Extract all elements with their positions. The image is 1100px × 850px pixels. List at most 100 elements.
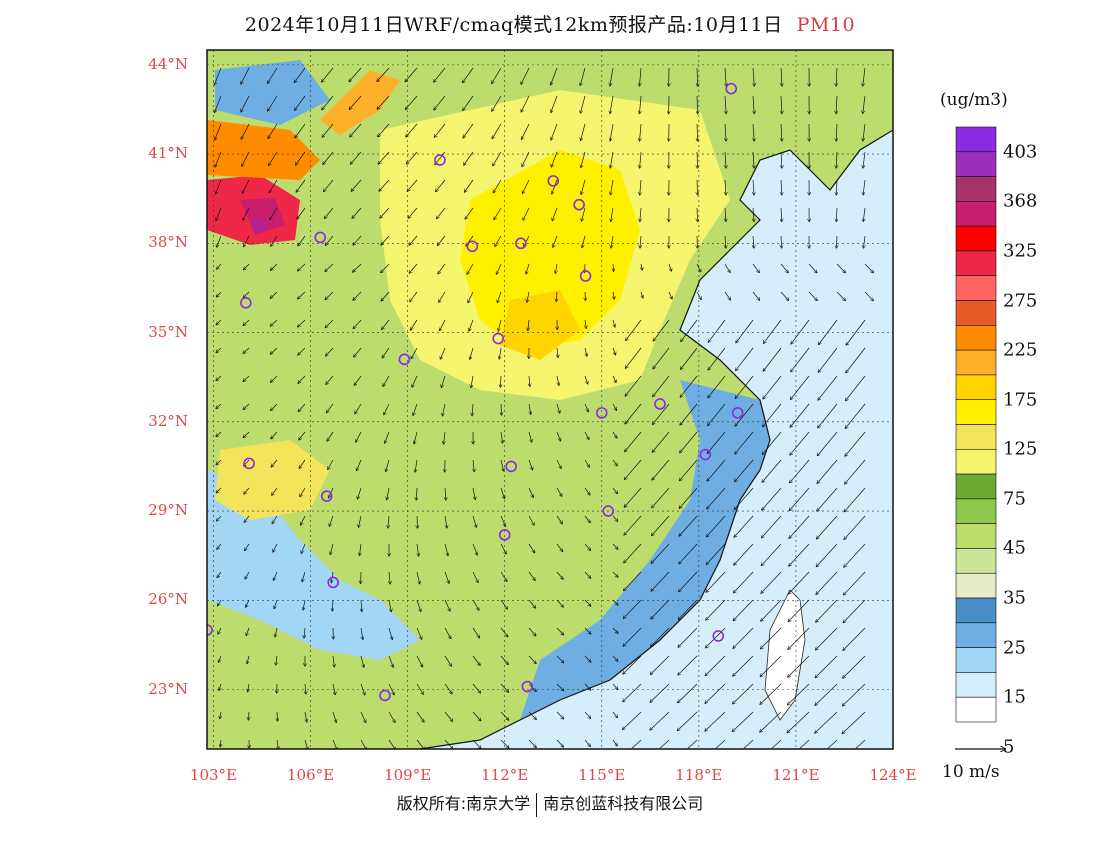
latitude-label: 26°N [148,590,188,609]
wind-arrow [500,515,505,526]
colorbar-label: 175 [1003,389,1038,411]
wind-arrow [377,67,390,81]
wind-arrow [761,571,782,593]
wind-arrow [217,515,222,521]
wind-arrow [472,571,478,582]
wind-arrow [382,319,390,329]
latitude-label: 44°N [148,54,188,73]
wind-arrow [678,655,698,675]
land-region [207,50,893,749]
wind-arrow [845,403,866,428]
wind-arrow [781,207,782,221]
wind-arrow [844,515,866,539]
north-china-gold [460,150,640,350]
wind-arrow [623,683,642,702]
wind-arrow [681,347,698,369]
wind-arrow [791,375,810,399]
wind-arrow [790,431,810,455]
wind-arrow [216,403,222,408]
wind-arrow [681,319,698,341]
wind-arrow [349,95,362,109]
wind-arrow [500,655,508,664]
wind-arrow [269,151,278,166]
latitude-label: 38°N [148,233,188,252]
colorbar-swatch [955,126,997,153]
wind-arrow [500,375,501,387]
wind-arrow [350,123,362,137]
wind-arrow [556,711,563,719]
colorbar-swatch [955,597,997,624]
map-frame [206,49,894,750]
wind-arrow [581,123,586,140]
longitude-label: 106°E [287,766,335,784]
wind-arrow [299,431,306,440]
wind-arrow [584,459,589,467]
wind-arrow [584,627,591,634]
wind-arrow [735,459,754,482]
wind-arrow [556,431,560,441]
copyright-left: 版权所有:南京大学 [396,794,531,813]
wind-arrow [708,375,726,398]
colorbar-swatch [955,300,997,326]
wind-arrow [584,431,589,439]
wind-arrow [679,515,698,536]
wind-arrow [581,151,586,167]
wind-arrow [668,263,671,271]
wind-arrow [271,263,278,270]
wind-arrow [529,375,530,386]
wind-arrow [299,459,306,468]
wind-arrow [383,375,390,386]
east-coast-blue [520,380,770,720]
wind-arrow [584,683,591,690]
wind-arrow [697,123,698,141]
wind-arrow [268,123,278,138]
wind-arrow [584,711,590,718]
wind-arrow [298,375,306,383]
colorbar-label: 275 [1003,290,1038,312]
wind-arrow [668,291,672,299]
wind-arrow [492,95,502,111]
wind-arrow [497,291,502,302]
wind-arrow [557,347,558,357]
wind-arrow [381,291,390,301]
wind-arrow [640,235,641,248]
colorbar-swatch [955,622,997,648]
wind-arrow [762,487,782,510]
wind-arrow [386,459,390,471]
wind-arrow [612,515,618,521]
wind-arrow [298,403,306,411]
wind-arrow [677,711,698,730]
wind-arrow [472,487,475,499]
wind-arrow [556,739,563,747]
wind-arrow [296,151,306,165]
wind-arrow [214,67,222,85]
wind-arrow [836,291,845,301]
wind-arrow [216,179,222,194]
wind-arrow [555,263,557,273]
wind-arrow [241,67,250,84]
wind-arrow [612,375,616,382]
wind-arrow [580,95,586,113]
wind-arrow [556,571,563,579]
wind-arrow [416,655,422,667]
wind-arrow [791,319,810,344]
wind-arrow [271,235,278,246]
wind-arrow [625,347,642,368]
wind-arrow [379,179,390,191]
wind-arrow [244,515,250,522]
wind-arrow [556,515,562,524]
wind-arrow [216,347,222,353]
wind-arrow [843,627,866,650]
wind-arrow [358,515,362,527]
wind-arrow [780,291,788,300]
wind-arrow [302,571,306,582]
wind-arrow [844,571,866,595]
wind-arrow [434,95,446,110]
colorbar-label: 403 [1003,141,1038,163]
station-marker [579,270,592,282]
wind-arrow [325,319,334,328]
wind-arrow [625,375,642,396]
wind-arrow [298,235,306,246]
wind-arrow [241,95,250,112]
